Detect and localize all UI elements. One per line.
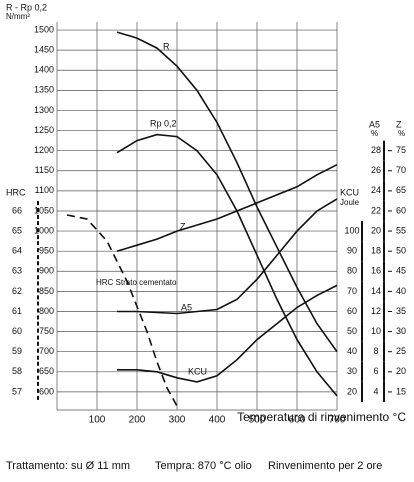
y-tick-label: 12 xyxy=(371,306,381,316)
y-tick-label: 20 xyxy=(347,386,357,396)
y-tick-label: 1150 xyxy=(35,165,54,175)
y-tick-label: 1000 xyxy=(34,225,54,235)
y-tick-label: 70 xyxy=(396,165,406,175)
y-tick-label: 1200 xyxy=(34,145,54,155)
y-tick-label: 20 xyxy=(371,225,381,235)
y-tick-label: 1250 xyxy=(34,125,54,135)
y-tick-label: 61 xyxy=(12,306,22,316)
axis-unit: % xyxy=(398,129,405,138)
series-line xyxy=(116,133,338,397)
axis-unit: % xyxy=(371,129,378,138)
y-tick-label: 45 xyxy=(396,266,406,276)
y-tick-label: 62 xyxy=(12,286,22,296)
y-tick-label: 14 xyxy=(371,286,381,296)
x-tick-label: 200 xyxy=(129,415,146,426)
series-line xyxy=(117,284,338,383)
note: Trattamento: su Ø 11 mm xyxy=(6,460,130,472)
series-label: Rp 0,2 xyxy=(150,118,177,128)
x-axis-title: Temperatura di rinvenimento °C xyxy=(237,410,406,424)
y-tick-label: 6 xyxy=(373,366,378,376)
y-tick-label: 59 xyxy=(12,346,22,356)
x-tick-label: 700 xyxy=(329,415,346,426)
axis-title: A5 xyxy=(369,119,380,129)
y-tick-label: 900 xyxy=(39,266,54,276)
y-tick-label: 30 xyxy=(347,366,357,376)
y-tick-label: 64 xyxy=(12,246,22,256)
series-line xyxy=(116,163,338,252)
y-tick-label: 70 xyxy=(347,286,357,296)
y-tick-label: 63 xyxy=(12,266,22,276)
y-tick-label: 24 xyxy=(371,185,381,195)
axis-unit: Joule xyxy=(340,198,360,207)
y-tick-label: 26 xyxy=(371,165,381,175)
x-tick-label: 500 xyxy=(249,415,266,426)
y-tick-label: 1350 xyxy=(34,85,54,95)
y-tick-label: 40 xyxy=(396,286,406,296)
y-tick-label: 75 xyxy=(396,145,406,155)
axis-title: Z xyxy=(396,119,402,129)
y-tick-label: 50 xyxy=(347,326,357,336)
y-tick-label: 800 xyxy=(39,306,54,316)
y-tick-label: 22 xyxy=(371,205,381,215)
y-tick-label: 1400 xyxy=(34,65,54,75)
y-tick-label: 28 xyxy=(371,145,381,155)
y-tick-label: 65 xyxy=(396,185,406,195)
x-tick-label: 300 xyxy=(169,415,186,426)
y-tick-label: 100 xyxy=(344,225,359,235)
y-tick-label: 30 xyxy=(396,326,406,336)
series-label: KCU xyxy=(188,366,207,376)
axis-title: KCU xyxy=(340,187,359,197)
y-tick-label: 50 xyxy=(396,246,406,256)
y-tick-label: 950 xyxy=(39,246,54,256)
y-tick-label: 16 xyxy=(371,266,381,276)
y-tick-label: 18 xyxy=(371,246,381,256)
y-tick-label: 1450 xyxy=(34,45,54,55)
y-tick-label: 65 xyxy=(12,225,22,235)
series-label: R xyxy=(163,41,170,51)
note: Tempra: 870 °C olio xyxy=(155,460,252,472)
y-tick-label: 1050 xyxy=(34,205,54,215)
y-tick-label: 850 xyxy=(39,286,54,296)
y-tick-label: 4 xyxy=(373,386,378,396)
y-tick-label: 58 xyxy=(12,366,22,376)
y-tick-label: 750 xyxy=(39,326,54,336)
note: Rinvenimento per 2 ore xyxy=(268,460,382,472)
series-line xyxy=(66,214,178,407)
y-tick-label: 55 xyxy=(396,225,406,235)
y-tick-label: 700 xyxy=(39,346,54,356)
y-tick-label: 60 xyxy=(12,326,22,336)
y-tick-label: 10 xyxy=(371,326,381,336)
series-label: HRC Strato cementato xyxy=(96,278,177,287)
x-tick-label: 600 xyxy=(289,415,306,426)
x-tick-label: 400 xyxy=(209,415,226,426)
y-tick-label: 40 xyxy=(347,346,357,356)
y-tick-label: 20 xyxy=(396,366,406,376)
x-tick-label: 100 xyxy=(89,415,106,426)
axis-title: R - Rp 0,2 xyxy=(6,2,47,12)
series-label: Z xyxy=(180,221,186,231)
y-tick-label: 1300 xyxy=(34,105,54,115)
y-tick-label: 650 xyxy=(39,366,54,376)
y-tick-label: 1500 xyxy=(34,24,54,34)
y-tick-label: 1100 xyxy=(35,185,54,195)
axis-unit: N/mm² xyxy=(6,12,30,21)
y-tick-label: 25 xyxy=(396,346,406,356)
series-line xyxy=(116,31,338,353)
axis-title: HRC xyxy=(6,187,26,197)
y-tick-label: 600 xyxy=(39,386,54,396)
y-tick-label: 90 xyxy=(347,246,357,256)
y-tick-label: 8 xyxy=(373,346,378,356)
y-tick-label: 80 xyxy=(347,266,357,276)
y-tick-label: 57 xyxy=(12,386,22,396)
y-tick-label: 66 xyxy=(12,205,22,215)
y-tick-label: 60 xyxy=(396,205,406,215)
y-tick-label: 35 xyxy=(396,306,406,316)
y-tick-label: 15 xyxy=(396,386,406,396)
series-line xyxy=(117,198,338,315)
y-tick-label: 60 xyxy=(347,306,357,316)
series-label: A5 xyxy=(181,302,192,312)
